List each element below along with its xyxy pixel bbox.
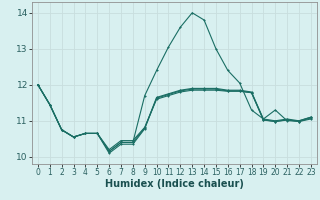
X-axis label: Humidex (Indice chaleur): Humidex (Indice chaleur) (105, 179, 244, 189)
